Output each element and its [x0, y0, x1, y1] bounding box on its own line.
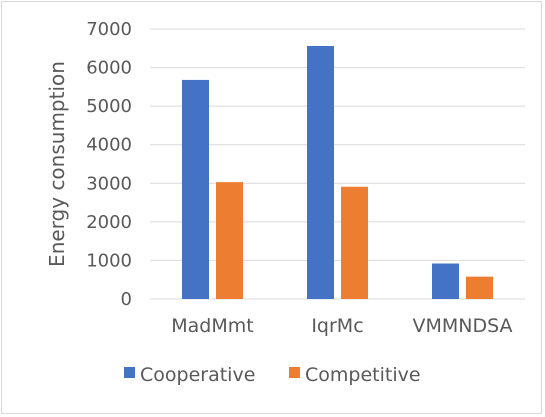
y-tick-label: 0	[121, 289, 132, 310]
bar-cooperative-vmmndsa	[432, 263, 459, 299]
y-tick-label: 2000	[86, 212, 132, 233]
x-category-label: MadMmt	[171, 315, 253, 337]
x-category-label: VMMNDSA	[412, 315, 512, 337]
bar-cooperative-iqrmc	[307, 45, 334, 299]
y-tick-label: 7000	[86, 19, 132, 40]
y-tick-label: 5000	[86, 96, 132, 117]
x-axis-categories: MadMmt IqrMc VMMNDSA	[171, 315, 512, 337]
y-tick-label: 3000	[86, 173, 132, 194]
bar-competitive-madmmt	[216, 182, 243, 299]
legend-swatch	[124, 367, 135, 378]
y-axis-ticks: 0 1000 2000 3000 4000 5000 6000 7000	[86, 19, 132, 310]
legend: Cooperative Competitive	[124, 364, 421, 386]
gridlines	[150, 28, 525, 300]
y-tick-label: 4000	[86, 135, 132, 156]
bar-competitive-iqrmc	[341, 186, 368, 299]
x-category-label: IqrMc	[311, 315, 363, 337]
y-axis-title: Energy consumption	[45, 61, 69, 267]
bars	[182, 45, 493, 300]
bar-competitive-vmmndsa	[466, 276, 493, 299]
y-tick-label: 1000	[86, 250, 132, 271]
bar-cooperative-madmmt	[182, 79, 209, 300]
y-tick-label: 6000	[86, 58, 132, 79]
legend-label: Cooperative	[140, 364, 255, 386]
legend-swatch	[289, 367, 300, 378]
legend-label: Competitive	[305, 364, 421, 386]
